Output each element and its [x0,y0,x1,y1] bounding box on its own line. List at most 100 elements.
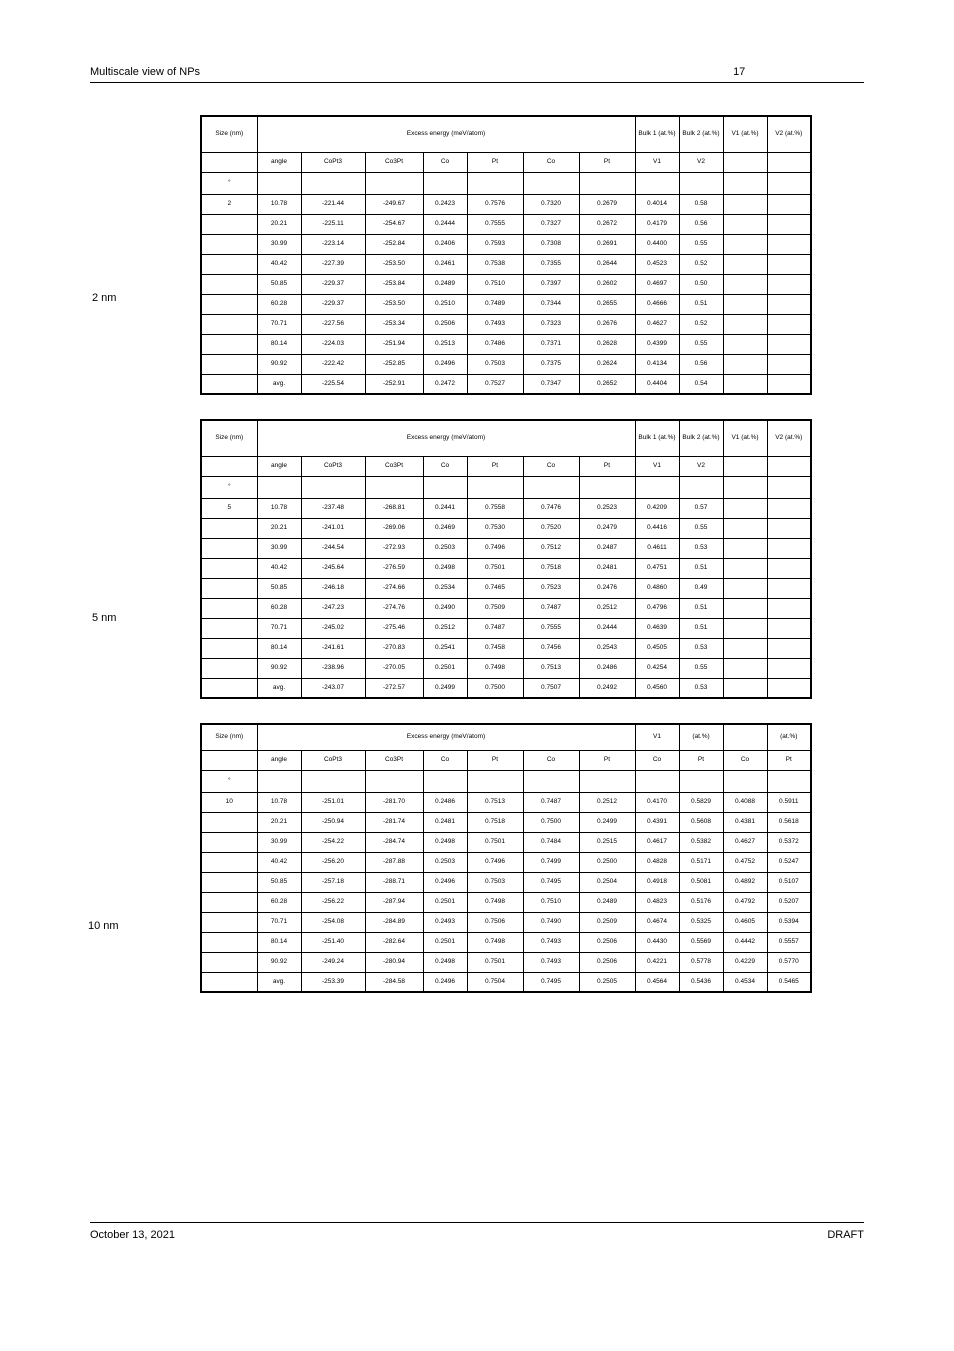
table-row: 50.85-246.18-274.660.25340.74650.75230.2… [201,578,811,598]
table-cell [723,214,767,234]
table-cell: 50.85 [257,872,301,892]
table-cell [201,274,257,294]
table-cell: 0.4751 [635,558,679,578]
table-cell: 0.7498 [467,658,523,678]
table-cell: 0.2498 [423,558,467,578]
table-cell [767,770,811,792]
table-row: 80.14-251.40-282.640.25010.74980.74930.2… [201,932,811,952]
table-cell: 0.5829 [679,792,723,812]
table-row: 90.92-249.24-280.940.24980.75010.74930.2… [201,952,811,972]
table-cell: 0.7558 [467,498,523,518]
table-cell: 0.7501 [467,952,523,972]
table-cell: 0.4399 [635,334,679,354]
table-cell: -251.94 [365,334,423,354]
table-cell [723,354,767,374]
t2-h-b2: Bulk 2 (at.%) [679,116,723,152]
table-cell: 80.14 [257,932,301,952]
table-cell [201,598,257,618]
table-cell: -270.05 [365,658,423,678]
table-cell: 0.2489 [423,274,467,294]
table-cell: avg. [257,678,301,698]
table-row: 20.21-241.01-269.060.24690.75300.75200.2… [201,518,811,538]
table-cell: 0.7496 [467,538,523,558]
table-cell: -272.57 [365,678,423,698]
table-cell: 0.49 [679,578,723,598]
table-cell: 0.2523 [579,498,635,518]
table-cell: 0.55 [679,518,723,538]
t2-sh-v2: V2 [679,152,723,172]
table-cell: 0.7576 [467,194,523,214]
table-cell [723,770,767,792]
table-row: 90.92-238.96-270.050.25010.74980.75130.2… [201,658,811,678]
t10-h-v1p: V1 [635,724,679,750]
table-cell: -225.54 [301,374,365,394]
table-cell: 0.2501 [423,658,467,678]
table-cell [723,194,767,214]
table-cell: 0.7495 [523,972,579,992]
header-page-number: 17 [733,66,745,78]
table-row: 80.14-241.61-270.830.25410.74580.74560.2… [201,638,811,658]
table-cell: 0.2505 [579,972,635,992]
t2-sh-co3pt: Co3Pt [365,152,423,172]
table-cell: 0.56 [679,354,723,374]
table-cell: 0.2441 [423,498,467,518]
table-cell [767,658,811,678]
table-cell: 0.53 [679,678,723,698]
table-cell [723,578,767,598]
table-cell: -245.64 [301,558,365,578]
table-cell [467,770,523,792]
table-cell [767,374,811,394]
table-cell: 0.7538 [467,254,523,274]
table-cell [201,812,257,832]
table-cell: 2 [201,194,257,214]
table-cell: 0.2515 [579,832,635,852]
table-cell: 0.4404 [635,374,679,394]
table-cell: 40.42 [257,852,301,872]
table-cell: 0.2472 [423,374,467,394]
table-cell: -253.39 [301,972,365,992]
table-cell: 0.2493 [423,912,467,932]
table-cell: 0.7530 [467,518,523,538]
table-cell: 0.4381 [723,812,767,832]
table-cell: 0.7320 [523,194,579,214]
table-cell: 0.2541 [423,638,467,658]
table-cell [301,770,365,792]
table-cell: 0.4523 [635,254,679,274]
table-cell: 0.2506 [579,932,635,952]
table-cell [767,518,811,538]
table-cell: 50.85 [257,274,301,294]
table-cell: -275.46 [365,618,423,638]
table-cell: 30.99 [257,832,301,852]
table-cell: 0.5394 [767,912,811,932]
table-cell [467,476,523,498]
table-cell: -251.01 [301,792,365,812]
table-cell [723,374,767,394]
table-cell: 0.7500 [523,812,579,832]
table-cell: 0.4627 [723,832,767,852]
table-cell: -237.48 [301,498,365,518]
table-cell: 0.7520 [523,518,579,538]
table-cell [767,558,811,578]
t10-h-excess: Excess energy (meV/atom) [257,724,635,750]
table-cell: 70.71 [257,912,301,932]
table-cell: 0.4442 [723,932,767,952]
table-cell: 0.7513 [467,792,523,812]
table-cell: 0.7486 [467,334,523,354]
table-cell: 0.53 [679,538,723,558]
table-cell: 0.4209 [635,498,679,518]
t2-sh-b1co: Co [423,152,467,172]
table-cell: -225.11 [301,214,365,234]
table-cell [201,832,257,852]
table-row: avg.-243.07-272.570.24990.75000.75070.24… [201,678,811,698]
table-cell: 0.2444 [423,214,467,234]
table-cell: 0.7499 [523,852,579,872]
t10-h-v2: (at.%) [767,724,811,750]
t2-sh-copt3: CoPt3 [301,152,365,172]
table-cell: 0.7371 [523,334,579,354]
table-cell [201,932,257,952]
table-cell [767,354,811,374]
table-cell: 0.2499 [423,678,467,698]
table-cell [635,770,679,792]
table-cell: 0.7476 [523,498,579,518]
table-cell: 0.4170 [635,792,679,812]
